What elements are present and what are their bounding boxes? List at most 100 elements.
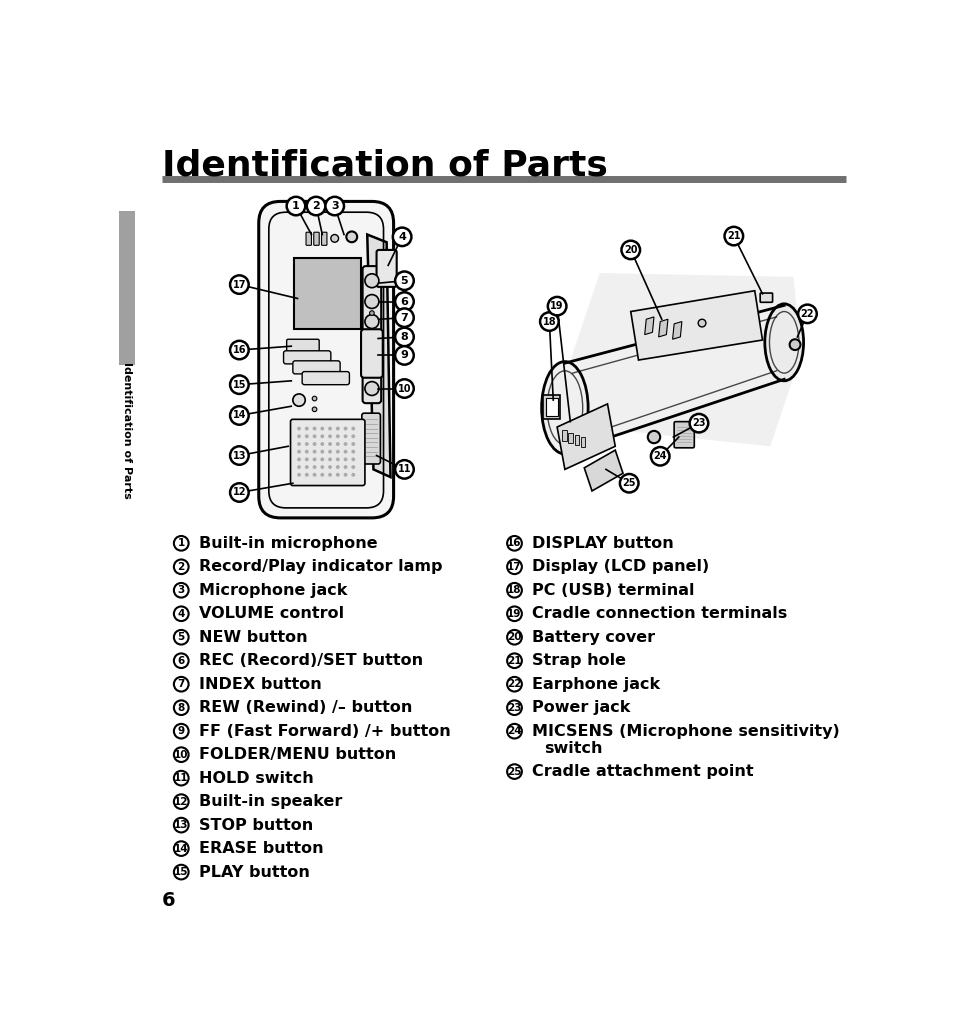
Circle shape (351, 442, 355, 445)
Circle shape (296, 427, 301, 430)
Circle shape (507, 724, 521, 738)
Circle shape (698, 319, 705, 327)
Circle shape (173, 842, 189, 856)
Circle shape (346, 231, 356, 243)
FancyBboxPatch shape (574, 435, 578, 445)
Text: 24: 24 (653, 452, 666, 461)
Circle shape (507, 536, 521, 551)
Circle shape (296, 450, 301, 454)
FancyBboxPatch shape (306, 232, 311, 246)
Circle shape (173, 865, 189, 880)
Circle shape (507, 559, 521, 574)
Text: 8: 8 (177, 702, 185, 713)
Text: INDEX button: INDEX button (199, 677, 321, 691)
Circle shape (507, 630, 521, 644)
Text: 14: 14 (233, 411, 246, 421)
Circle shape (335, 458, 339, 461)
Circle shape (313, 450, 316, 454)
FancyBboxPatch shape (294, 258, 360, 330)
FancyBboxPatch shape (561, 430, 566, 440)
Ellipse shape (764, 304, 802, 381)
Text: 6: 6 (400, 297, 408, 306)
Circle shape (365, 314, 378, 329)
Circle shape (343, 458, 347, 461)
Text: 6: 6 (162, 891, 175, 910)
Text: MICSENS (Microphone sensitivity): MICSENS (Microphone sensitivity) (531, 724, 839, 738)
Circle shape (307, 197, 325, 215)
Text: 8: 8 (400, 332, 408, 342)
FancyBboxPatch shape (760, 293, 772, 302)
Text: 19: 19 (550, 301, 563, 311)
Text: 4: 4 (397, 231, 406, 242)
Circle shape (351, 465, 355, 469)
Circle shape (230, 446, 249, 465)
Text: 7: 7 (177, 679, 185, 689)
Circle shape (305, 427, 309, 430)
Text: 1: 1 (292, 201, 299, 211)
Circle shape (351, 427, 355, 430)
Text: Strap hole: Strap hole (531, 653, 625, 669)
Text: 21: 21 (726, 231, 740, 241)
Circle shape (395, 271, 414, 290)
Text: 9: 9 (400, 350, 408, 360)
Text: 25: 25 (507, 767, 521, 776)
FancyBboxPatch shape (568, 433, 573, 442)
Text: Power jack: Power jack (531, 700, 629, 715)
Circle shape (328, 434, 332, 438)
Circle shape (395, 292, 414, 310)
Text: STOP button: STOP button (199, 817, 313, 833)
Circle shape (173, 700, 189, 715)
Circle shape (230, 275, 249, 294)
Circle shape (312, 396, 316, 400)
Text: 16: 16 (507, 539, 521, 548)
Text: 18: 18 (507, 586, 521, 595)
Text: Identification of Parts: Identification of Parts (122, 361, 132, 499)
Circle shape (305, 473, 309, 477)
Text: 12: 12 (173, 797, 189, 807)
Text: Cradle attachment point: Cradle attachment point (531, 764, 752, 779)
Text: 1: 1 (177, 539, 185, 548)
Text: 20: 20 (507, 632, 521, 642)
Text: Identification of Parts: Identification of Parts (162, 148, 607, 182)
Circle shape (335, 450, 339, 454)
Circle shape (320, 473, 324, 477)
Circle shape (328, 473, 332, 477)
Circle shape (343, 434, 347, 438)
Text: 2: 2 (312, 201, 319, 211)
Polygon shape (644, 316, 654, 335)
Circle shape (313, 465, 316, 469)
Circle shape (507, 700, 521, 715)
FancyBboxPatch shape (580, 437, 585, 447)
Circle shape (351, 450, 355, 454)
Circle shape (293, 394, 305, 407)
FancyBboxPatch shape (542, 395, 559, 419)
FancyBboxPatch shape (360, 330, 382, 378)
Circle shape (320, 442, 324, 445)
Text: 3: 3 (177, 586, 185, 595)
Text: 19: 19 (507, 608, 521, 618)
Text: PC (USB) terminal: PC (USB) terminal (531, 583, 694, 598)
FancyBboxPatch shape (283, 351, 331, 364)
Text: 21: 21 (507, 655, 521, 666)
Circle shape (320, 465, 324, 469)
Circle shape (296, 442, 301, 445)
Circle shape (507, 653, 521, 668)
Circle shape (343, 442, 347, 445)
Circle shape (507, 764, 521, 779)
Circle shape (328, 465, 332, 469)
Circle shape (798, 304, 816, 324)
Circle shape (647, 431, 659, 443)
Circle shape (320, 458, 324, 461)
Circle shape (689, 414, 707, 432)
Circle shape (305, 434, 309, 438)
Text: REC (Record)/SET button: REC (Record)/SET button (199, 653, 423, 669)
Text: 3: 3 (331, 201, 338, 211)
Circle shape (305, 465, 309, 469)
Text: 15: 15 (233, 380, 246, 390)
Circle shape (335, 434, 339, 438)
Text: 6: 6 (177, 655, 185, 666)
FancyBboxPatch shape (286, 339, 319, 351)
Circle shape (173, 677, 189, 691)
Polygon shape (367, 234, 390, 477)
Circle shape (507, 677, 521, 691)
